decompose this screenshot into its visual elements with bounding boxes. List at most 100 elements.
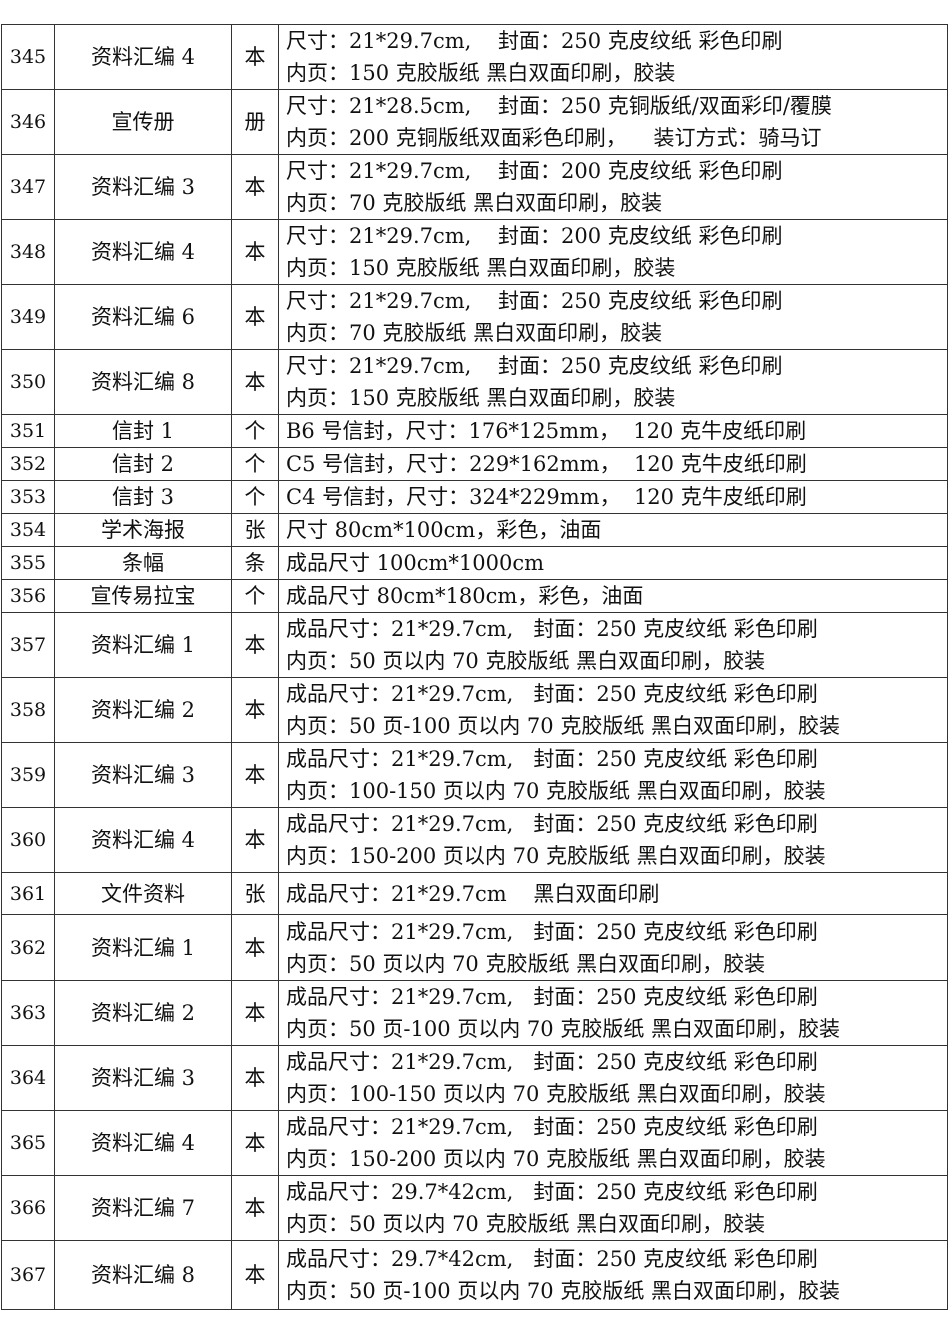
item-number: 363 [1, 980, 55, 1046]
table-row: 345 资料汇编 4 本尺寸：21*29.7cm, 封面：250 克皮纹纸 彩色印刷… [1, 24, 948, 90]
item-number: 360 [1, 807, 55, 873]
item-name: 资料汇编 1 [54, 914, 232, 981]
item-name: 宣传册 [54, 89, 232, 155]
spec-line: C4 号信封，尺寸：324*229mm， 120 克牛皮纸印刷 [286, 485, 807, 509]
table-row: 365 资料汇编 4 本成品尺寸：21*29.7cm, 封面：250 克皮纹纸 彩色… [1, 1110, 948, 1176]
item-unit: 本 [231, 742, 279, 808]
spec-line: 内页：100-150 页以内 70 克胶版纸 黑白双面印刷，胶装 [286, 1082, 826, 1106]
item-name: 信封 3 [54, 480, 232, 514]
spec-line: 内页：70 克胶版纸 黑白双面印刷，胶装 [286, 321, 663, 345]
spec-line: 尺寸：21*29.7cm, 封面：200 克皮纹纸 彩色印刷 [286, 159, 783, 183]
item-number: 364 [1, 1045, 55, 1111]
item-unit: 张 [231, 872, 279, 915]
item-unit: 本 [231, 24, 279, 90]
table-row: 363 资料汇编 2 本成品尺寸：21*29.7cm, 封面：250 克皮纹纸 彩色… [1, 980, 948, 1046]
item-unit: 本 [231, 1175, 279, 1241]
spec-line: 尺寸：21*28.5cm, 封面：250 克铜版纸/双面彩印/覆膜 [286, 94, 832, 118]
spec-line: 成品尺寸：21*29.7cm, 封面：250 克皮纹纸 彩色印刷 [286, 1050, 818, 1074]
item-name: 资料汇编 3 [54, 1045, 232, 1111]
item-unit: 本 [231, 349, 279, 415]
spec-line: 内页：50 页以内 70 克胶版纸 黑白双面印刷，胶装 [286, 1212, 766, 1236]
item-number: 367 [1, 1240, 55, 1310]
item-number: 357 [1, 612, 55, 678]
item-unit: 本 [231, 914, 279, 981]
item-unit: 条 [231, 546, 279, 580]
spec-line: 成品尺寸：21*29.7cm, 封面：250 克皮纹纸 彩色印刷 [286, 812, 818, 836]
item-unit: 本 [231, 612, 279, 678]
spec-line: 内页：150-200 页以内 70 克胶版纸 黑白双面印刷，胶装 [286, 844, 826, 868]
item-unit: 本 [231, 980, 279, 1046]
item-unit: 张 [231, 513, 279, 547]
item-unit: 册 [231, 89, 279, 155]
spec-line: 内页：50 页-100 页以内 70 克胶版纸 黑白双面印刷，胶装 [286, 1279, 840, 1303]
table-body: 345 资料汇编 4 本尺寸：21*29.7cm, 封面：250 克皮纹纸 彩色印刷… [1, 24, 948, 1310]
item-name: 资料汇编 2 [54, 677, 232, 743]
spec-line: 内页：200 克铜版纸双面彩色印刷， 装订方式：骑马订 [286, 126, 822, 150]
item-name: 条幅 [54, 546, 232, 580]
item-spec: B6 号信封，尺寸：176*125mm， 120 克牛皮纸印刷 [278, 414, 948, 448]
spec-line: 内页：100-150 页以内 70 克胶版纸 黑白双面印刷，胶装 [286, 779, 826, 803]
item-name: 资料汇编 4 [54, 1110, 232, 1176]
table-row: 357 资料汇编 1 本成品尺寸：21*29.7cm, 封面：250 克皮纹纸 彩色… [1, 612, 948, 678]
item-spec: 成品尺寸：21*29.7cm, 封面：250 克皮纹纸 彩色印刷 内页：100-1… [278, 742, 948, 808]
item-name: 文件资料 [54, 872, 232, 915]
item-number: 361 [1, 872, 55, 915]
item-spec: 成品尺寸：21*29.7cm, 封面：250 克皮纹纸 彩色印刷 内页：150-2… [278, 807, 948, 873]
item-spec: 成品尺寸：21*29.7cm, 封面：250 克皮纹纸 彩色印刷 内页：50 页-… [278, 980, 948, 1046]
item-number: 359 [1, 742, 55, 808]
table-row: 352 信封 2 个 C5 号信封，尺寸：229*162mm， 120 克牛皮纸印刷 [1, 447, 948, 481]
spec-line: 成品尺寸：29.7*42cm, 封面：250 克皮纹纸 彩色印刷 [286, 1180, 818, 1204]
item-name: 资料汇编 4 [54, 807, 232, 873]
item-name: 信封 1 [54, 414, 232, 448]
item-number: 352 [1, 447, 55, 481]
spec-line: 内页：150-200 页以内 70 克胶版纸 黑白双面印刷，胶装 [286, 1147, 826, 1171]
item-unit: 本 [231, 1240, 279, 1310]
table-row: 346 宣传册册尺寸：21*28.5cm, 封面：250 克铜版纸/双面彩印/覆膜… [1, 89, 948, 155]
item-name: 资料汇编 3 [54, 742, 232, 808]
item-spec: 尺寸：21*29.7cm, 封面：200 克皮纹纸 彩色印刷 内页：70 克胶版纸… [278, 154, 948, 220]
spec-line: 成品尺寸：21*29.7cm, 封面：250 克皮纹纸 彩色印刷 [286, 682, 818, 706]
spec-line: 成品尺寸：21*29.7cm, 封面：250 克皮纹纸 彩色印刷 [286, 1115, 818, 1139]
spec-line: 尺寸 80cm*100cm，彩色，油面 [286, 518, 602, 542]
table-row: 355 条幅条成品尺寸 100cm*1000cm [1, 546, 948, 580]
item-unit: 本 [231, 284, 279, 350]
table-row: 348 资料汇编 4 本尺寸：21*29.7cm, 封面：200 克皮纹纸 彩色印刷… [1, 219, 948, 285]
item-name: 资料汇编 7 [54, 1175, 232, 1241]
item-spec: 尺寸：21*29.7cm, 封面：250 克皮纹纸 彩色印刷 内页：150 克胶版… [278, 349, 948, 415]
item-unit: 本 [231, 219, 279, 285]
table-row: 362 资料汇编 1 本成品尺寸：21*29.7cm, 封面：250 克皮纹纸 彩色… [1, 914, 948, 981]
spec-line: 尺寸：21*29.7cm, 封面：250 克皮纹纸 彩色印刷 [286, 29, 783, 53]
item-number: 356 [1, 579, 55, 613]
table-row: 353 信封 3 个 C4 号信封，尺寸：324*229mm， 120 克牛皮纸印刷 [1, 480, 948, 514]
table-row: 349 资料汇编 6 本尺寸：21*29.7cm, 封面：250 克皮纹纸 彩色印刷… [1, 284, 948, 350]
spec-table: 345 资料汇编 4 本尺寸：21*29.7cm, 封面：250 克皮纹纸 彩色印刷… [1, 24, 948, 1310]
item-name: 资料汇编 2 [54, 980, 232, 1046]
item-unit: 个 [231, 480, 279, 514]
item-unit: 个 [231, 579, 279, 613]
spec-line: 尺寸：21*29.7cm, 封面：200 克皮纹纸 彩色印刷 [286, 224, 783, 248]
item-unit: 个 [231, 447, 279, 481]
table-row: 356 宣传易拉宝个成品尺寸 80cm*180cm，彩色，油面 [1, 579, 948, 613]
item-spec: 成品尺寸 80cm*180cm，彩色，油面 [278, 579, 948, 613]
spec-line: 成品尺寸 100cm*1000cm [286, 551, 545, 575]
spec-line: 成品尺寸：21*29.7cm, 封面：250 克皮纹纸 彩色印刷 [286, 617, 818, 641]
item-spec: 成品尺寸：21*29.7cm 黑白双面印刷 [278, 872, 948, 915]
item-spec: 成品尺寸：21*29.7cm, 封面：250 克皮纹纸 彩色印刷 内页：150-2… [278, 1110, 948, 1176]
item-name: 资料汇编 4 [54, 219, 232, 285]
table-row: 367 资料汇编 8 本成品尺寸：29.7*42cm, 封面：250 克皮纹纸 彩色… [1, 1240, 948, 1310]
item-unit: 个 [231, 414, 279, 448]
item-name: 宣传易拉宝 [54, 579, 232, 613]
item-unit: 本 [231, 1045, 279, 1111]
spec-line: 尺寸：21*29.7cm, 封面：250 克皮纹纸 彩色印刷 [286, 289, 783, 313]
item-unit: 本 [231, 154, 279, 220]
item-unit: 本 [231, 677, 279, 743]
item-name: 资料汇编 3 [54, 154, 232, 220]
table-row: 364 资料汇编 3 本成品尺寸：21*29.7cm, 封面：250 克皮纹纸 彩色… [1, 1045, 948, 1111]
item-name: 信封 2 [54, 447, 232, 481]
table-row: 354 学术海报张尺寸 80cm*100cm，彩色，油面 [1, 513, 948, 547]
item-number: 350 [1, 349, 55, 415]
item-name: 资料汇编 6 [54, 284, 232, 350]
table-row: 360 资料汇编 4 本成品尺寸：21*29.7cm, 封面：250 克皮纹纸 彩色… [1, 807, 948, 873]
spec-line: 内页：50 页以内 70 克胶版纸 黑白双面印刷，胶装 [286, 951, 766, 976]
table-row: 366 资料汇编 7 本成品尺寸：29.7*42cm, 封面：250 克皮纹纸 彩色… [1, 1175, 948, 1241]
